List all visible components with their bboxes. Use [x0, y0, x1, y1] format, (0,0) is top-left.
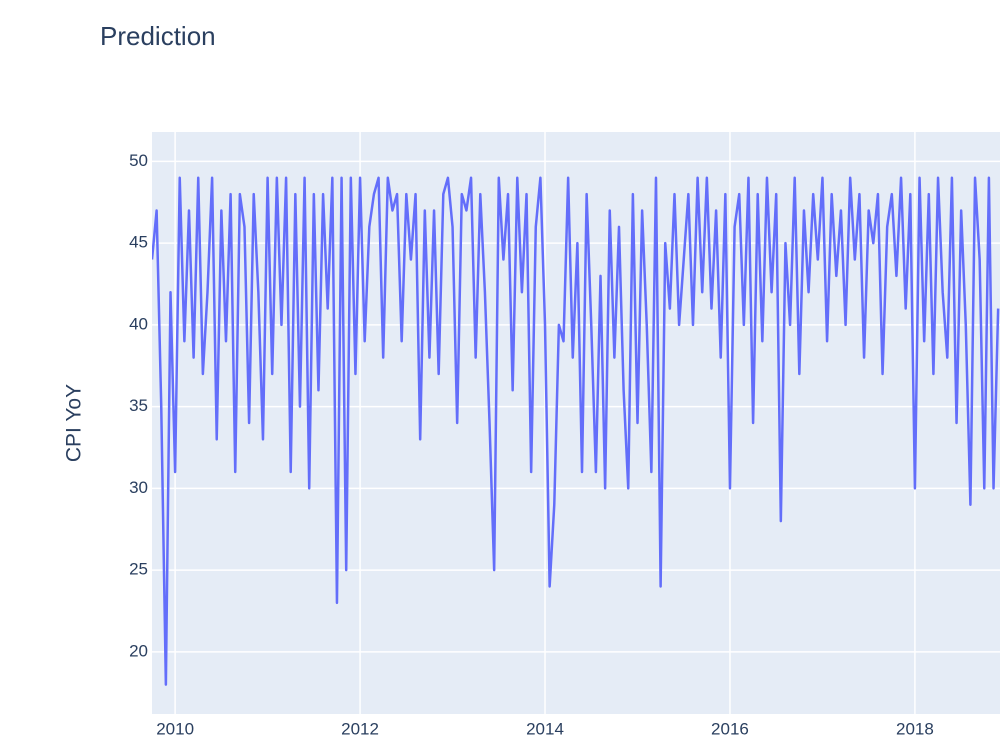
y-tick-label: 30: [129, 478, 148, 497]
x-tick-label: 2012: [341, 719, 379, 738]
y-tick-label: 50: [129, 151, 148, 170]
y-tick-label: 25: [129, 560, 148, 579]
series-line: [152, 176, 1000, 686]
plot-background: [152, 132, 1000, 714]
y-tick-label: 45: [129, 233, 148, 252]
x-tick-label: 2016: [711, 719, 749, 738]
chart-title: Prediction: [100, 21, 216, 51]
y-tick-label: 35: [129, 396, 148, 415]
x-tick-label: 2014: [526, 719, 564, 738]
y-axis-label: CPI YoY: [63, 384, 86, 462]
x-tick-label: 2010: [156, 719, 194, 738]
labels: 20 25 30 35 40 45 50 2010 2012 2014 2016 2018: [129, 151, 934, 739]
lines: [152, 176, 1000, 686]
y-tick-label: 20: [129, 641, 148, 660]
y-tick-label: 40: [129, 314, 148, 333]
x-tick-label: 2018: [896, 719, 934, 738]
